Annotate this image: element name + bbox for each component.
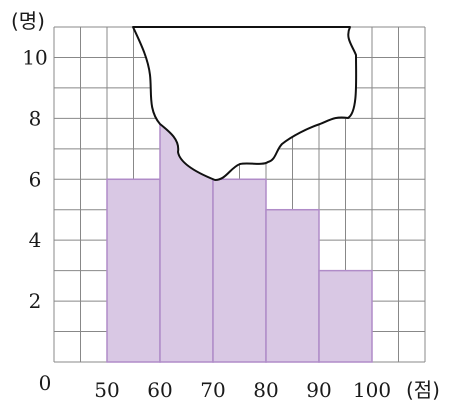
- y-tick-label: 10: [22, 45, 47, 69]
- histogram-bar: [318, 269, 373, 363]
- x-axis-tick-labels: 50 60 70 80 90 100: [94, 378, 391, 402]
- y-tick-label: 4: [29, 228, 42, 252]
- y-tick-label: 2: [29, 289, 42, 313]
- torn-paper-occlusion: [132, 26, 358, 181]
- histogram-bar: [212, 178, 267, 363]
- x-tick-label: 60: [147, 378, 172, 402]
- x-tick-label: 100: [353, 378, 391, 402]
- x-tick-label: 80: [253, 378, 278, 402]
- x-tick-label: 50: [94, 378, 119, 402]
- y-tick-label: 6: [29, 167, 42, 191]
- y-axis-unit-label: (명): [11, 9, 45, 33]
- y-axis-tick-labels: 2 4 6 8 10: [22, 45, 47, 313]
- x-tick-label: 70: [200, 378, 225, 402]
- histogram-bar: [265, 208, 320, 363]
- x-axis-unit-label: (점): [406, 378, 440, 402]
- histogram-bar: [106, 178, 161, 363]
- x-tick-label: 90: [306, 378, 331, 402]
- origin-label: 0: [39, 371, 52, 395]
- y-tick-label: 8: [29, 106, 42, 130]
